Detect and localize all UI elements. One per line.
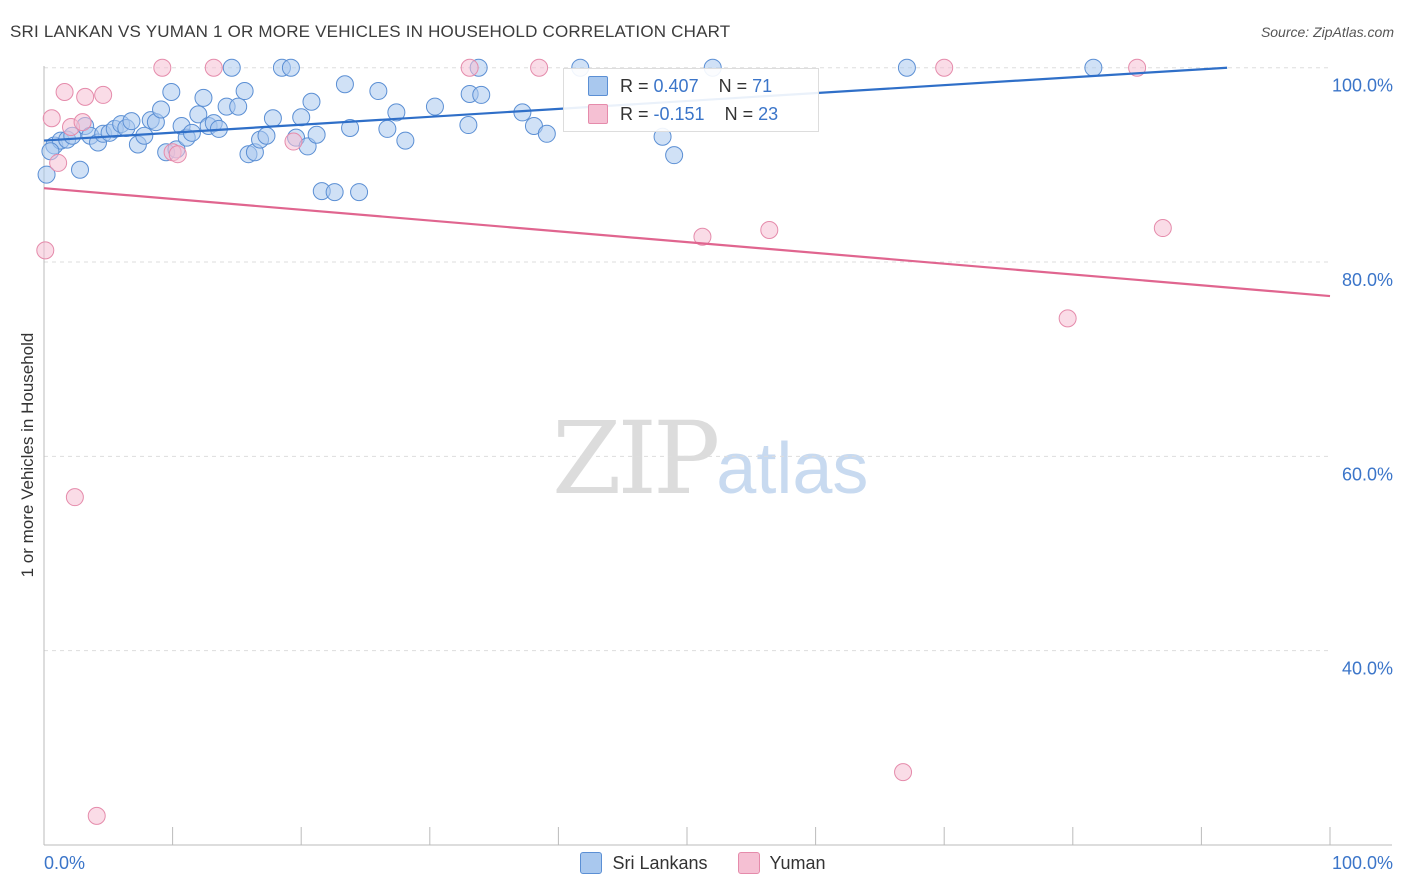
sri-point-55 [396, 131, 415, 150]
sri-point-48 [325, 183, 344, 202]
sri-point-51 [350, 183, 369, 202]
sri-point-46 [307, 125, 326, 144]
sri-point-34 [235, 82, 254, 101]
chart-title: SRI LANKAN VS YUMAN 1 OR MORE VEHICLES I… [10, 22, 731, 41]
sri-r-label: R = [620, 75, 649, 96]
yuman-r-label: R = [620, 103, 649, 124]
yuman-point-5 [65, 488, 84, 507]
sri-point-45 [302, 92, 321, 111]
yuman-point-9 [94, 85, 113, 104]
yuman-swatch [588, 104, 608, 124]
y-tick-label-60: 60.0% [1342, 464, 1393, 484]
yuman-point-12 [168, 145, 187, 164]
yuman-point-19 [935, 58, 954, 77]
yuman-n-value: 23 [758, 103, 779, 124]
sri-point-41 [281, 58, 300, 77]
yuman-r-value: -0.151 [653, 103, 705, 124]
watermark-zip: ZIP [552, 400, 720, 517]
sri-n-label: N = [718, 75, 748, 96]
legend-sri-swatch [580, 852, 603, 874]
yuman-point-1 [42, 109, 61, 128]
sri-point-54 [387, 103, 406, 122]
yuman-point-7 [76, 87, 95, 106]
sri-point-5 [71, 160, 90, 179]
yuman-point-16 [530, 58, 549, 77]
yuman-point-18 [760, 220, 779, 239]
sri-swatch [588, 76, 608, 96]
y-axis-label: 1 or more Vehicles in Household [18, 332, 37, 578]
y-tick-label-40: 40.0% [1342, 659, 1393, 679]
source-label: Source: ZipAtlas.com [1260, 24, 1394, 40]
x-tick-label-0: 0.0% [44, 853, 85, 873]
y-tick-label-80: 80.0% [1342, 270, 1393, 290]
yuman-point-21 [894, 763, 913, 782]
sri-n-value: 71 [752, 75, 773, 96]
legend-item-sri[interactable]: Sri Lankans [580, 852, 708, 874]
sri-point-62 [537, 124, 556, 143]
sri-point-56 [425, 97, 444, 116]
yuman-point-6 [73, 113, 92, 132]
yuman-n-label: N = [724, 103, 754, 124]
yuman-point-3 [55, 83, 74, 102]
sri-point-50 [341, 118, 360, 137]
sri-point-14 [122, 112, 141, 131]
sri-point-68 [1084, 58, 1103, 77]
sri-point-26 [189, 105, 208, 124]
yuman-point-22 [1058, 309, 1077, 328]
legend-yuman-label: Yuman [769, 852, 826, 873]
sri-point-43 [292, 108, 311, 127]
stats-legend-box: R = 0.407 N = 71 R = -0.151 N = 23 [563, 68, 819, 132]
watermark-atlas: atlas [716, 429, 869, 509]
sri-r-value: 0.407 [653, 75, 699, 96]
sri-point-32 [222, 58, 241, 77]
yuman-point-20 [1153, 219, 1172, 238]
sri-point-39 [263, 109, 282, 128]
sri-point-67 [897, 58, 916, 77]
yuman-point-8 [87, 806, 106, 825]
yuman-point-10 [153, 58, 172, 77]
sri-point-33 [229, 97, 248, 116]
sri-point-52 [369, 82, 388, 101]
legend-item-yuman[interactable]: Yuman [737, 852, 826, 874]
yuman-point-14 [284, 132, 303, 151]
sri-point-53 [378, 119, 397, 138]
yuman-point-15 [460, 58, 479, 77]
sri-point-21 [162, 83, 181, 102]
bottom-legend: Sri Lankans Yuman [0, 852, 1406, 874]
yuman-point-0 [36, 241, 55, 260]
y-tick-label-100: 100.0% [1332, 76, 1393, 96]
sri-point-57 [459, 116, 478, 135]
x-tick-label-100: 100.0% [1332, 853, 1393, 873]
legend-sri-label: Sri Lankans [612, 852, 708, 873]
legend-yuman-swatch [737, 852, 760, 874]
yuman-point-2 [49, 153, 68, 172]
sri-point-65 [665, 146, 684, 165]
sri-point-70 [472, 85, 491, 104]
sri-point-19 [152, 100, 171, 119]
watermark: ZIPatlas [552, 400, 868, 517]
sri-point-0 [37, 165, 56, 184]
sri-point-38 [257, 126, 276, 145]
yuman-point-17 [693, 227, 712, 246]
sri-point-49 [335, 75, 354, 94]
yuman-point-13 [204, 58, 223, 77]
yuman-trend-line [43, 187, 1331, 298]
sri-point-27 [194, 88, 213, 107]
